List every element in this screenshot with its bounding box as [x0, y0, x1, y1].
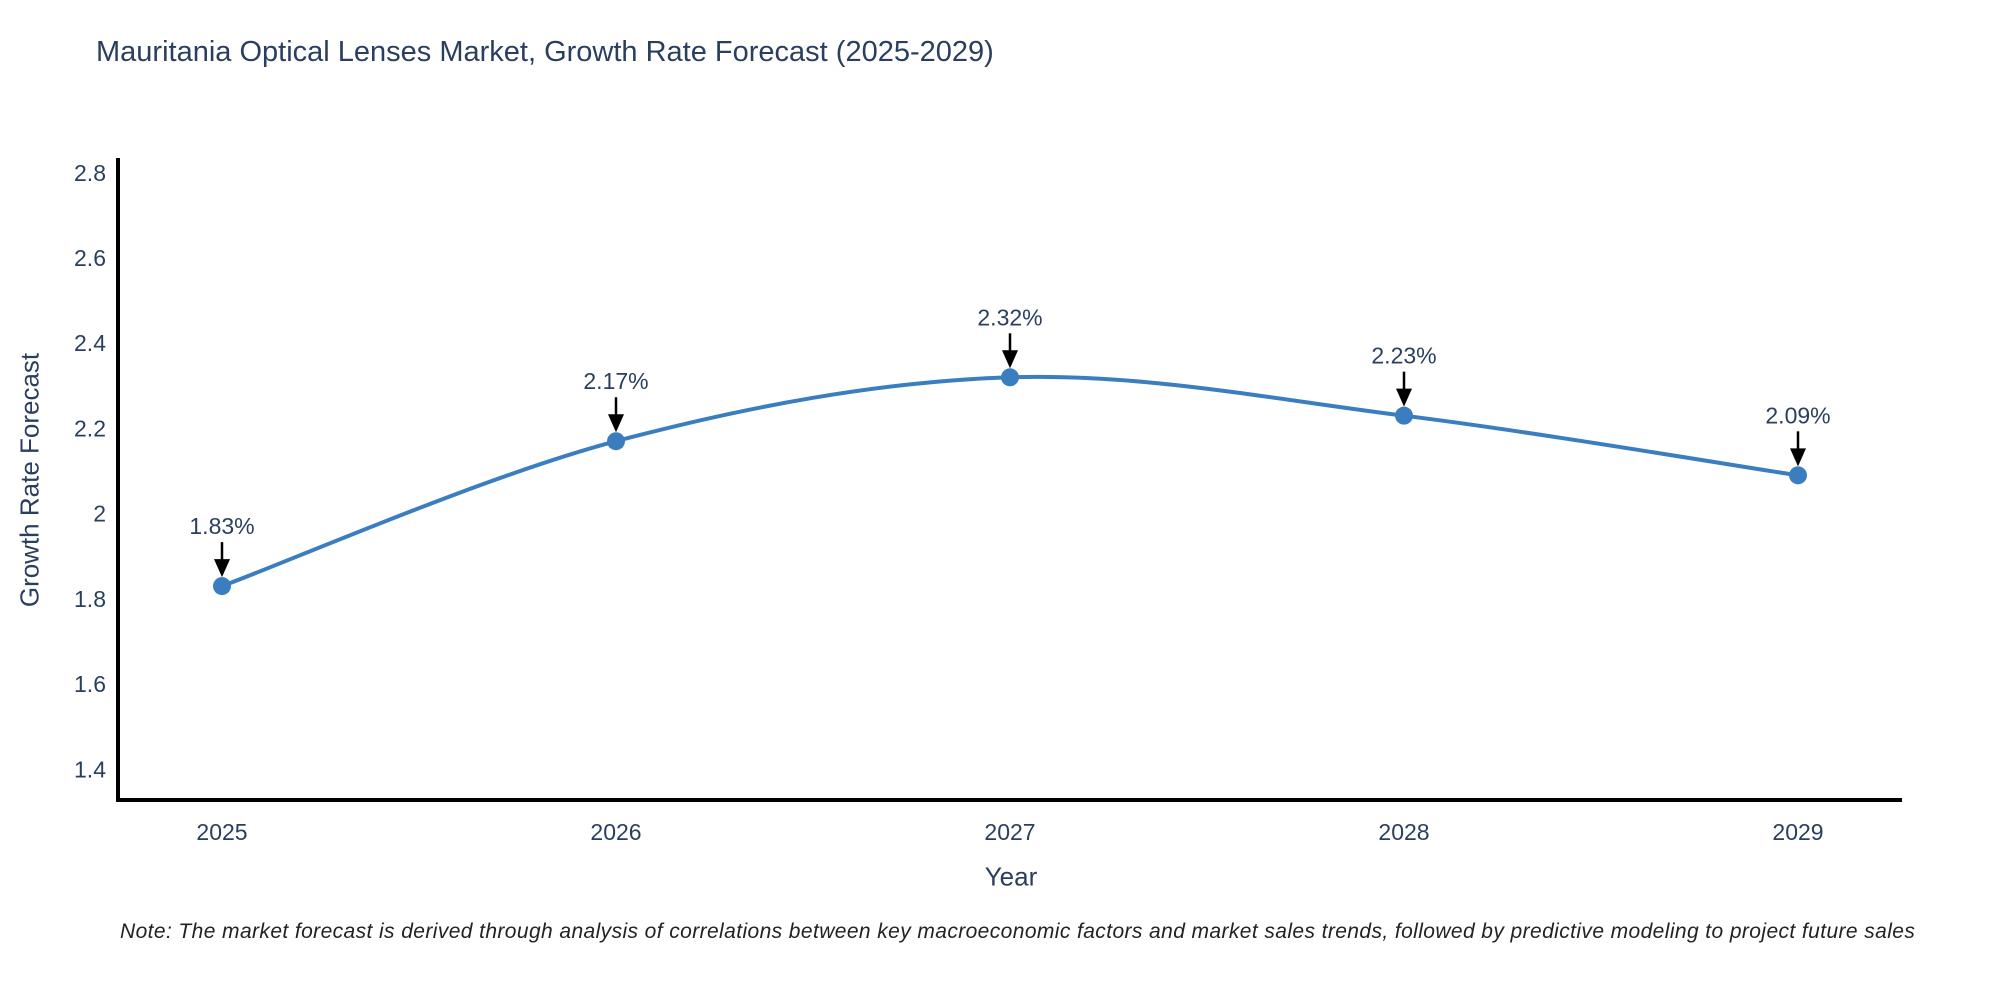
y-tick-label: 2.4	[74, 330, 106, 356]
data-point-marker[interactable]	[213, 577, 231, 596]
data-point-marker[interactable]	[1789, 466, 1807, 485]
y-tick-label: 2.8	[74, 160, 106, 186]
x-tick-label: 2028	[1378, 819, 1429, 845]
data-point-marker[interactable]	[607, 432, 625, 451]
y-tick-label: 2	[93, 501, 106, 527]
annotation-arrowhead-icon	[1790, 448, 1806, 467]
x-tick-label: 2025	[196, 819, 247, 845]
data-point-marker[interactable]	[1001, 368, 1019, 387]
x-tick-label: 2029	[1772, 819, 1823, 845]
data-point-label: 2.32%	[977, 304, 1042, 330]
y-tick-label: 2.2	[74, 415, 106, 441]
y-tick-label: 2.6	[74, 245, 106, 271]
y-tick-label: 1.8	[74, 586, 106, 612]
x-axis-title: Year	[984, 861, 1038, 892]
axis-spines	[116, 158, 1902, 802]
annotation-arrowhead-icon	[608, 414, 624, 433]
chart-title: Mauritania Optical Lenses Market, Growth…	[96, 36, 994, 68]
y-tick-label: 1.6	[74, 671, 106, 697]
x-tick-label: 2027	[984, 819, 1035, 845]
data-point-label: 2.17%	[583, 368, 648, 394]
forecast-line	[221, 374, 1799, 588]
data-point-label: 2.09%	[1765, 402, 1830, 428]
data-point-label: 1.83%	[189, 513, 254, 539]
y-tick-label: 1.4	[74, 756, 106, 782]
x-tick-label: 2026	[590, 819, 641, 845]
annotation-arrowhead-icon	[1002, 350, 1018, 369]
annotation-arrowhead-icon	[214, 559, 230, 578]
footnote: Note: The market forecast is derived thr…	[120, 920, 1916, 943]
annotation-arrowhead-icon	[1396, 388, 1412, 407]
data-point-label: 2.23%	[1371, 343, 1436, 369]
data-point-marker[interactable]	[1395, 406, 1413, 425]
